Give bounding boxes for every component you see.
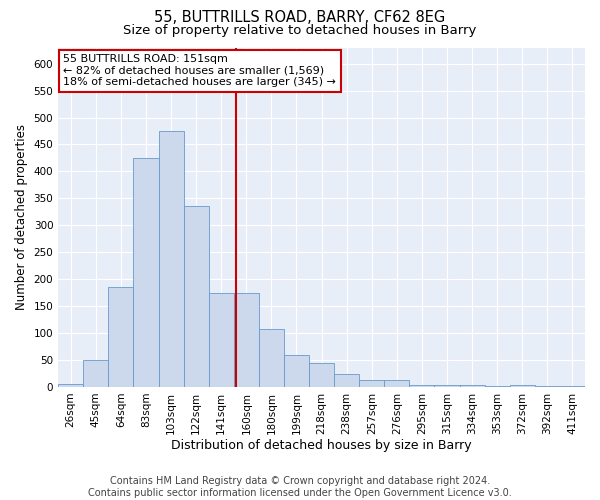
Bar xyxy=(58,384,83,387)
Bar xyxy=(83,360,109,387)
X-axis label: Distribution of detached houses by size in Barry: Distribution of detached houses by size … xyxy=(171,440,472,452)
Bar xyxy=(510,386,535,387)
Bar xyxy=(485,386,510,387)
Bar xyxy=(535,386,560,387)
Bar xyxy=(460,386,485,387)
Bar xyxy=(109,288,133,387)
Bar xyxy=(409,385,434,387)
Bar xyxy=(259,330,284,387)
Text: 55, BUTTRILLS ROAD, BARRY, CF62 8EG: 55, BUTTRILLS ROAD, BARRY, CF62 8EG xyxy=(154,10,446,25)
Y-axis label: Number of detached properties: Number of detached properties xyxy=(15,124,28,310)
Bar xyxy=(334,374,359,387)
Bar xyxy=(234,292,259,387)
Text: Contains HM Land Registry data © Crown copyright and database right 2024.
Contai: Contains HM Land Registry data © Crown c… xyxy=(88,476,512,498)
Text: 55 BUTTRILLS ROAD: 151sqm
← 82% of detached houses are smaller (1,569)
18% of se: 55 BUTTRILLS ROAD: 151sqm ← 82% of detac… xyxy=(64,54,337,88)
Bar xyxy=(209,292,234,387)
Bar xyxy=(434,386,460,387)
Bar xyxy=(309,362,334,387)
Bar xyxy=(359,380,385,387)
Bar xyxy=(284,354,309,387)
Bar xyxy=(385,380,409,387)
Bar xyxy=(560,386,585,387)
Text: Size of property relative to detached houses in Barry: Size of property relative to detached ho… xyxy=(124,24,476,37)
Bar xyxy=(184,206,209,387)
Bar xyxy=(158,131,184,387)
Bar xyxy=(133,158,158,387)
